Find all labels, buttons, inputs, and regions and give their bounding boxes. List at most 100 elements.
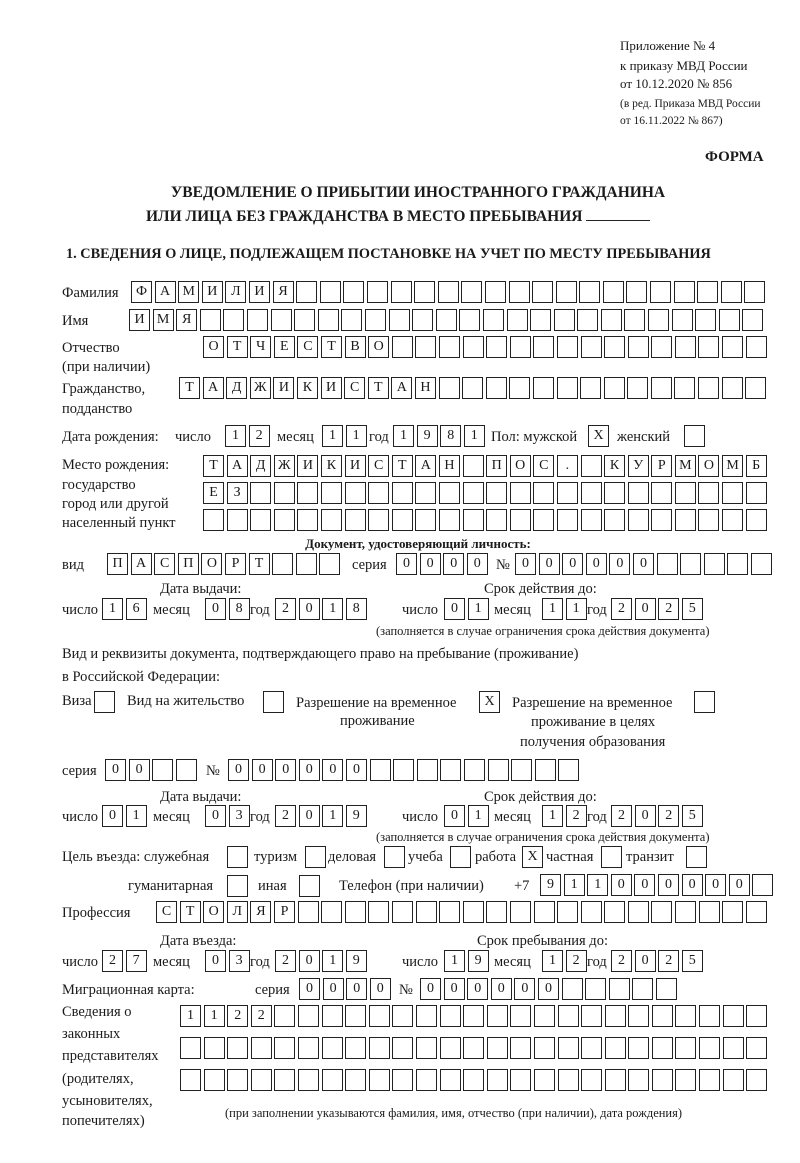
char-box[interactable] [533, 901, 555, 923]
char-box[interactable] [462, 482, 484, 504]
char-box[interactable] [392, 1037, 414, 1059]
trp-checkbox[interactable]: X [479, 691, 500, 713]
char-box[interactable] [557, 901, 579, 923]
char-box[interactable] [580, 482, 602, 504]
char-box[interactable]: Ж [273, 455, 295, 477]
char-box[interactable] [272, 553, 294, 575]
char-box[interactable] [462, 901, 484, 923]
char-box[interactable]: 0 [102, 805, 123, 827]
char-box[interactable]: 2 [611, 950, 632, 972]
char-box[interactable] [745, 901, 767, 923]
char-box[interactable] [317, 309, 339, 331]
char-box[interactable] [533, 1037, 555, 1059]
char-box[interactable] [341, 309, 363, 331]
char-box[interactable] [627, 509, 649, 531]
char-box[interactable] [366, 281, 388, 303]
char-box[interactable] [624, 309, 646, 331]
char-box[interactable] [439, 1005, 461, 1027]
char-box[interactable] [509, 336, 531, 358]
char-box[interactable]: И [201, 281, 223, 303]
char-box[interactable]: 2 [250, 1005, 272, 1027]
residence-checkbox[interactable] [263, 691, 284, 713]
char-box[interactable] [415, 482, 437, 504]
char-box[interactable]: Т [179, 377, 200, 399]
char-box[interactable]: К [296, 377, 318, 399]
char-box[interactable] [580, 901, 602, 923]
char-box[interactable]: 8 [228, 598, 250, 620]
char-box[interactable] [415, 336, 437, 358]
char-box[interactable]: 0 [275, 759, 297, 781]
char-box[interactable] [391, 901, 413, 923]
char-box[interactable] [626, 281, 648, 303]
char-box[interactable]: Е [203, 482, 224, 504]
char-box[interactable]: Т [367, 377, 389, 399]
char-box[interactable] [461, 281, 483, 303]
char-box[interactable]: 1 [463, 425, 485, 447]
char-box[interactable] [509, 509, 531, 531]
char-box[interactable]: 9 [416, 425, 438, 447]
char-box[interactable] [722, 509, 744, 531]
char-box[interactable] [415, 1005, 437, 1027]
char-box[interactable] [297, 901, 319, 923]
char-box[interactable]: О [203, 901, 225, 923]
char-box[interactable] [297, 1069, 319, 1091]
char-box[interactable]: А [154, 281, 176, 303]
char-box[interactable] [602, 281, 624, 303]
char-box[interactable]: Е [273, 336, 295, 358]
char-box[interactable]: 0 [205, 805, 226, 827]
purpose-other-checkbox[interactable] [299, 875, 320, 897]
char-box[interactable] [651, 1037, 673, 1059]
char-box[interactable]: О [201, 553, 223, 575]
char-box[interactable]: 0 [634, 950, 656, 972]
char-box[interactable] [580, 336, 602, 358]
char-box[interactable]: 0 [634, 598, 656, 620]
char-box[interactable]: 3 [228, 950, 250, 972]
char-box[interactable] [745, 377, 767, 399]
char-box[interactable] [608, 978, 630, 1000]
char-box[interactable]: 6 [125, 598, 147, 620]
char-box[interactable] [581, 1037, 603, 1059]
char-box[interactable] [533, 336, 555, 358]
char-box[interactable] [720, 281, 742, 303]
char-box[interactable] [557, 1069, 579, 1091]
char-box[interactable] [345, 1069, 367, 1091]
char-box[interactable] [698, 509, 720, 531]
char-box[interactable]: 1 [587, 874, 609, 896]
char-box[interactable]: 0 [634, 805, 656, 827]
char-box[interactable]: 0 [705, 874, 727, 896]
char-box[interactable] [534, 759, 556, 781]
char-box[interactable] [750, 553, 772, 575]
char-box[interactable]: 9 [345, 950, 367, 972]
char-box[interactable] [416, 759, 438, 781]
char-box[interactable] [462, 377, 484, 399]
sex-female-checkbox[interactable] [684, 425, 705, 447]
char-box[interactable]: О [203, 336, 224, 358]
char-box[interactable] [273, 509, 295, 531]
char-box[interactable]: И [320, 377, 342, 399]
char-box[interactable]: П [107, 553, 128, 575]
char-box[interactable] [319, 281, 341, 303]
char-box[interactable] [203, 509, 224, 531]
char-box[interactable]: И [248, 281, 270, 303]
char-box[interactable] [250, 482, 272, 504]
char-box[interactable]: 7 [125, 950, 147, 972]
char-box[interactable]: Н [414, 377, 436, 399]
char-box[interactable] [656, 553, 678, 575]
char-box[interactable] [511, 759, 533, 781]
char-box[interactable] [532, 281, 554, 303]
char-box[interactable] [600, 309, 622, 331]
purpose-official-checkbox[interactable] [227, 846, 248, 868]
purpose-private-checkbox[interactable] [601, 846, 622, 868]
char-box[interactable] [438, 482, 460, 504]
char-box[interactable] [343, 281, 365, 303]
char-box[interactable]: Ф [131, 281, 152, 303]
char-box[interactable] [320, 482, 342, 504]
char-box[interactable] [391, 509, 413, 531]
char-box[interactable] [745, 509, 767, 531]
char-box[interactable]: 0 [251, 759, 273, 781]
purpose-business-checkbox[interactable] [384, 846, 405, 868]
char-box[interactable]: С [344, 377, 366, 399]
char-box[interactable]: 5 [681, 598, 703, 620]
char-box[interactable]: Ч [250, 336, 272, 358]
char-box[interactable] [651, 901, 673, 923]
